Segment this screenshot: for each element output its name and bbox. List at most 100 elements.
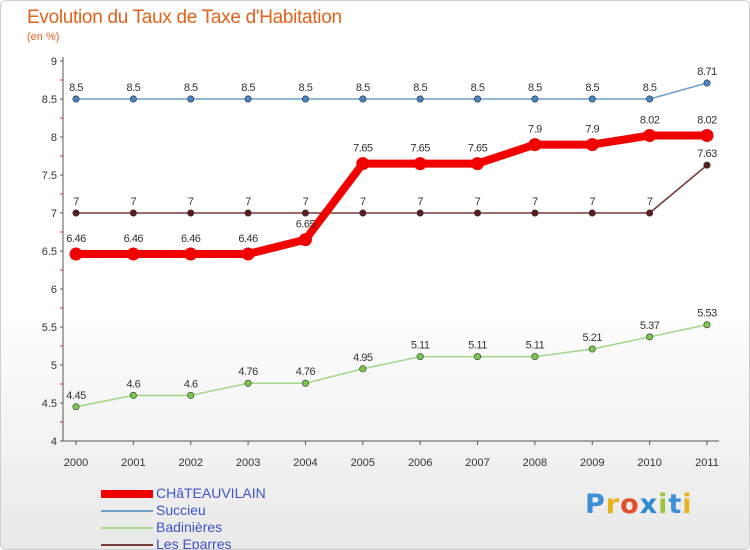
- data-label: 6.46: [66, 233, 86, 245]
- legend-label: CHâTEAUVILAIN: [156, 485, 266, 501]
- series-layer: 8.5 8.5 8.5 8.5 8.5 8.5 8.5 8.5 8.5 8.5 8.58.717 7 7…: [66, 66, 718, 411]
- x-tick-label: 2008: [523, 457, 547, 469]
- data-label: 8.5: [241, 82, 255, 94]
- data-label: 8.5: [356, 82, 370, 94]
- data-point: [588, 345, 596, 353]
- data-label: 8.02: [640, 114, 660, 126]
- data-point: [187, 391, 195, 399]
- logo-letter: P: [585, 489, 606, 520]
- legend-swatch: [101, 544, 153, 546]
- data-point: [359, 209, 367, 217]
- data-label: 7: [417, 196, 423, 208]
- data-point: [244, 379, 252, 387]
- data-point: [359, 95, 367, 103]
- legend-label: Les Eparres: [156, 536, 232, 550]
- data-label: 4.76: [238, 366, 258, 378]
- proxiti-logo[interactable]: Proxiti: [585, 489, 693, 520]
- data-label: 8.5: [471, 82, 485, 94]
- data-label: 7: [245, 196, 251, 208]
- data-label: 8.02: [697, 114, 717, 126]
- y-tick-label: 4.5: [42, 398, 57, 410]
- y-axis-ticks: 4 4.5 5 5.5 6 6.5 7 7.5 8 8.5 9: [42, 56, 63, 448]
- y-tick-label: 5.5: [42, 322, 57, 334]
- data-point: [588, 95, 596, 103]
- data-label: 5.11: [468, 340, 487, 352]
- data-label: 6.46: [181, 233, 201, 245]
- data-point: [416, 209, 424, 217]
- y-axis-unit-label: (en %): [27, 31, 60, 43]
- data-point: [474, 353, 482, 361]
- data-point: [531, 95, 539, 103]
- data-point: [646, 209, 654, 217]
- x-tick-label: 2001: [121, 457, 145, 469]
- data-label: 7: [360, 196, 366, 208]
- series-les eparres: 7 7 7 7 7 7 7 7 7 7 7 7.63: [72, 148, 718, 217]
- y-tick-label: 7.5: [42, 170, 57, 182]
- y-tick-label: 5: [51, 360, 57, 372]
- data-point: [643, 128, 657, 142]
- data-label: 8.71: [697, 66, 717, 78]
- data-label: 7.65: [468, 143, 488, 155]
- data-label: 7.9: [585, 124, 599, 136]
- y-tick-label: 8: [51, 132, 57, 144]
- data-point: [301, 95, 309, 103]
- data-point: [531, 209, 539, 217]
- x-tick-label: 2006: [408, 457, 432, 469]
- logo-letter: i: [658, 489, 669, 520]
- series-line: [72, 131, 711, 259]
- data-label: 8.5: [585, 82, 599, 94]
- legend-swatch: [101, 510, 153, 512]
- data-label: 5.53: [697, 308, 717, 320]
- logo-letter: t: [668, 489, 683, 520]
- data-label: 5.11: [526, 340, 545, 352]
- data-point: [416, 353, 424, 361]
- data-label: 7.63: [697, 148, 717, 160]
- data-point: [646, 333, 654, 341]
- x-tick-label: 2010: [637, 457, 661, 469]
- data-point: [129, 391, 137, 399]
- data-label: 7: [131, 196, 137, 208]
- data-label: 5.21: [583, 332, 603, 344]
- data-point: [244, 95, 252, 103]
- y-tick-label: 8.5: [42, 94, 57, 106]
- series-badinières: 4.45 4.6 4.6 4.76 4.76 4.95 5.11 5.11 5.11 5.21 5.…: [66, 308, 718, 411]
- data-point: [298, 233, 312, 247]
- data-point: [72, 95, 80, 103]
- legend-swatch: [101, 490, 153, 498]
- data-label: 7: [73, 196, 79, 208]
- data-point: [531, 353, 539, 361]
- data-label: 6.46: [238, 233, 258, 245]
- x-tick-label: 2002: [178, 457, 202, 469]
- data-point: [72, 209, 80, 217]
- data-label: 7: [647, 196, 653, 208]
- data-label: 7.65: [353, 143, 373, 155]
- data-label: 4.76: [296, 366, 316, 378]
- series-châteauvilain: 6.46 6.46 6.46 6.46 6.65 7.65 7.65 7.65 7.9 7.9 8.…: [66, 114, 718, 261]
- chart-axes: [62, 57, 719, 442]
- data-label: 4.6: [184, 378, 198, 390]
- data-point: [187, 209, 195, 217]
- data-point: [129, 209, 137, 217]
- data-point: [244, 209, 252, 217]
- data-label: 8.5: [413, 82, 427, 94]
- data-label: 4.6: [126, 378, 140, 390]
- data-point: [646, 95, 654, 103]
- data-point: [241, 247, 255, 261]
- data-point: [359, 365, 367, 373]
- data-point: [700, 128, 714, 142]
- data-label: 8.5: [184, 82, 198, 94]
- logo-letter: i: [682, 489, 693, 520]
- legend-label: Badinières: [156, 519, 223, 535]
- data-point: [126, 247, 140, 261]
- data-point: [471, 157, 485, 171]
- data-point: [184, 247, 198, 261]
- logo-letter: x: [639, 489, 659, 520]
- series-succieu: 8.5 8.5 8.5 8.5 8.5 8.5 8.5 8.5 8.5 8.5 8.5 8.71: [69, 66, 718, 103]
- data-label: 7: [475, 196, 481, 208]
- data-label: 8.5: [126, 82, 140, 94]
- data-point: [703, 161, 711, 169]
- data-point: [187, 95, 195, 103]
- data-point: [301, 209, 309, 217]
